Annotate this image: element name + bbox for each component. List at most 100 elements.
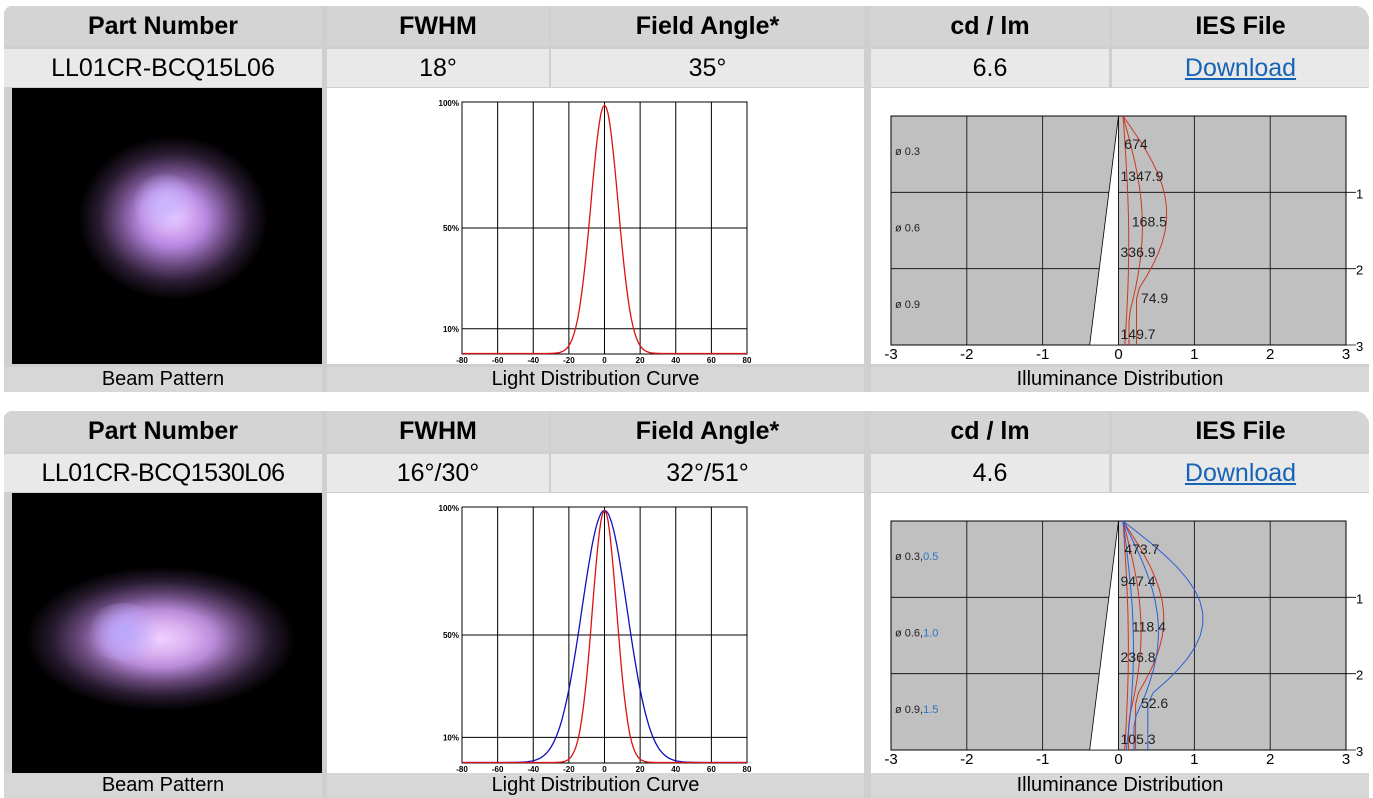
ldc-x-tick-label: -40 — [527, 765, 539, 773]
illum-y-tick-label: 1 — [1356, 186, 1363, 201]
header-fwhm: FWHM — [327, 411, 549, 451]
illum-panel: ø 0.3 ø 0.6 ø 0.9 674 1347.9 168.5 336.9 74.9 149.7… — [871, 88, 1369, 364]
ldc-y-tick-label: 10% — [443, 325, 459, 334]
ldc-y-tick-label: 100% — [439, 504, 459, 513]
beam-pattern-image — [12, 88, 322, 364]
illum-contour — [1122, 115, 1143, 345]
illum-contour — [1122, 520, 1204, 750]
illum-y-tick-label: 2 — [1356, 263, 1363, 278]
caption-light-distribution: Light Distribution Curve — [327, 367, 864, 392]
caption-illuminance: Illuminance Distribution — [871, 773, 1369, 798]
part-number-value: LL01CR-BCQ15L06 — [4, 49, 322, 87]
cd-lm-value: 4.6 — [871, 454, 1109, 492]
ldc-x-tick-label: 80 — [743, 356, 752, 364]
illum-x-tick-label: 2 — [1266, 751, 1274, 768]
illum-beam-cone — [1089, 520, 1119, 751]
ldc-panel: 100% 50% 10% -80 -60 -40 -20 0 20 40 60 80 — [327, 493, 864, 774]
illum-value-label: 149.7 — [1121, 326, 1156, 342]
illum-value-label: 118.4 — [1132, 619, 1166, 635]
illum-x-tick-label: -2 — [960, 751, 973, 768]
illum-value-label: 74.9 — [1141, 290, 1168, 306]
field-angle-value: 35° — [551, 49, 864, 87]
ldc-x-tick-label: 20 — [636, 765, 645, 773]
ldc-x-tick-label: -60 — [492, 356, 504, 364]
beam-pattern-image — [12, 493, 322, 773]
ldc-y-tick-label: 50% — [443, 224, 459, 233]
ies-download-link[interactable]: Download — [1184, 458, 1297, 487]
header-field-angle: Field Angle* — [551, 6, 864, 46]
part-number-value: LL01CR-BCQ1530L06 — [4, 454, 322, 492]
ldc-x-tick-label: 0 — [602, 356, 607, 364]
ldc-x-tick-label: 40 — [671, 356, 680, 364]
ldc-x-tick-label: -40 — [527, 356, 539, 364]
header-cd-lm: cd / lm — [871, 411, 1109, 451]
ldc-y-tick-label: 10% — [443, 733, 459, 742]
ldc-panel: 100% 50% 10% -80 -60 -40 -20 0 20 40 60 80 — [327, 88, 864, 365]
illum-x-tick-label: -2 — [960, 346, 973, 363]
illum-beam-cone — [1089, 115, 1119, 346]
illum-diameter-label: ø 0.6,1.0 — [895, 628, 938, 640]
ldc-y-tick-label: 50% — [443, 631, 459, 640]
header-part-number: Part Number — [4, 411, 322, 451]
illum-x-tick-label: 3 — [1342, 751, 1350, 768]
illum-value-label: 336.9 — [1121, 244, 1156, 260]
ldc-x-tick-label: -20 — [563, 356, 575, 364]
illum-x-tick-label: -3 — [884, 751, 897, 768]
illum-diameter-label: ø 0.9 — [895, 299, 920, 311]
illum-value-label: 674 — [1124, 136, 1148, 152]
light-distribution-chart: 100% 50% 10% -80 -60 -40 -20 0 20 40 60 80 — [439, 504, 752, 774]
illum-x-tick-label: -1 — [1036, 751, 1049, 768]
product-block-2: Part Number FWHM Field Angle* cd / lm IE… — [4, 411, 1369, 798]
header-fwhm: FWHM — [327, 6, 549, 46]
ldc-x-tick-label: 0 — [602, 765, 607, 773]
ldc-x-tick-label: 20 — [636, 356, 645, 364]
illum-panel: ø 0.3,0.5 ø 0.6,1.0 ø 0.9,1.5 473.7 947.4 118.4 2… — [871, 493, 1369, 773]
illum-diameter-label: ø 0.6 — [895, 223, 920, 235]
illum-value-label: 105.3 — [1121, 731, 1156, 747]
illum-value-label: 236.8 — [1121, 649, 1156, 665]
ies-download-cell: Download — [1112, 454, 1369, 492]
ldc-curve — [462, 104, 747, 355]
illum-contour — [1122, 520, 1159, 750]
illum-x-tick-label: 1 — [1190, 346, 1198, 363]
illum-x-tick-label: 0 — [1114, 346, 1122, 363]
ies-download-cell: Download — [1112, 49, 1369, 87]
illum-value-label: 947.4 — [1121, 573, 1156, 589]
illum-diameter-label: ø 0.9,1.5 — [895, 704, 938, 716]
ies-download-link[interactable]: Download — [1184, 53, 1297, 82]
ldc-x-tick-label: 40 — [671, 765, 680, 773]
illuminance-chart: ø 0.3,0.5 ø 0.6,1.0 ø 0.9,1.5 473.7 947.4 118.4 2… — [884, 520, 1363, 768]
header-part-number: Part Number — [4, 6, 322, 46]
illum-contour — [1122, 520, 1135, 751]
illum-value-label: 168.5 — [1132, 214, 1167, 230]
illum-x-tick-label: 0 — [1114, 751, 1122, 768]
ldc-curve — [462, 509, 747, 764]
illum-contour — [1122, 115, 1130, 346]
light-distribution-chart: 100% 50% 10% -80 -60 -40 -20 0 20 40 60 80 — [439, 99, 752, 365]
ldc-x-tick-label: -80 — [456, 765, 468, 773]
header-cd-lm: cd / lm — [871, 6, 1109, 46]
illum-y-tick-label: 2 — [1356, 668, 1363, 683]
caption-beam-pattern: Beam Pattern — [4, 773, 322, 798]
ldc-y-tick-label: 100% — [439, 99, 459, 108]
ldc-x-tick-label: -20 — [563, 765, 575, 773]
field-angle-value: 32°/51° — [551, 454, 864, 492]
product-block-1: Part Number FWHM Field Angle* cd / lm IE… — [4, 6, 1369, 392]
illum-y-tick-label: 1 — [1356, 591, 1363, 606]
fwhm-value: 16°/30° — [327, 454, 549, 492]
illum-y-tick-label: 3 — [1356, 744, 1363, 759]
illum-diameter-label: ø 0.3 — [895, 146, 920, 158]
ldc-x-tick-label: 60 — [707, 765, 716, 773]
illum-contour — [1122, 115, 1168, 345]
illum-x-tick-label: 2 — [1266, 346, 1274, 363]
caption-beam-pattern: Beam Pattern — [4, 367, 322, 392]
illum-x-tick-label: -3 — [884, 346, 897, 363]
ldc-x-tick-label: -80 — [456, 356, 468, 364]
illum-x-tick-label: 3 — [1342, 346, 1350, 363]
cd-lm-value: 6.6 — [871, 49, 1109, 87]
ldc-x-tick-label: -60 — [492, 765, 504, 773]
illum-value-label: 473.7 — [1124, 541, 1159, 557]
illum-y-tick-label: 3 — [1356, 339, 1363, 354]
fwhm-value: 18° — [327, 49, 549, 87]
caption-light-distribution: Light Distribution Curve — [327, 773, 864, 798]
